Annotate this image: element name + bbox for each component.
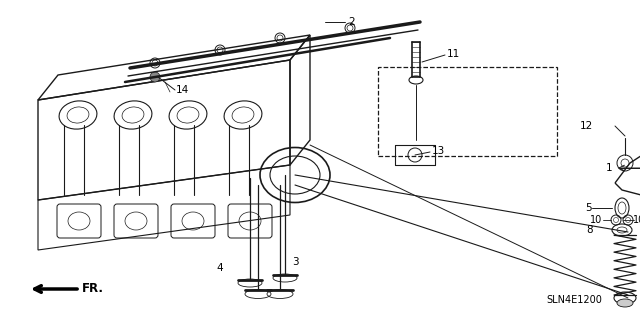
Text: 14: 14 — [176, 85, 189, 95]
Text: 13: 13 — [432, 146, 445, 156]
Text: 8: 8 — [586, 225, 593, 235]
Text: FR.: FR. — [82, 283, 104, 295]
Text: 3: 3 — [292, 257, 299, 267]
Text: 5: 5 — [585, 203, 591, 213]
Text: 10: 10 — [589, 215, 602, 225]
Text: 4: 4 — [216, 263, 223, 273]
Text: 12: 12 — [580, 121, 593, 131]
Circle shape — [150, 72, 160, 82]
Text: 10: 10 — [633, 215, 640, 225]
Text: 2: 2 — [348, 17, 355, 27]
Text: SLN4E1200: SLN4E1200 — [546, 295, 602, 305]
Text: 11: 11 — [447, 49, 460, 59]
Ellipse shape — [617, 299, 633, 307]
Text: 1: 1 — [605, 163, 612, 173]
